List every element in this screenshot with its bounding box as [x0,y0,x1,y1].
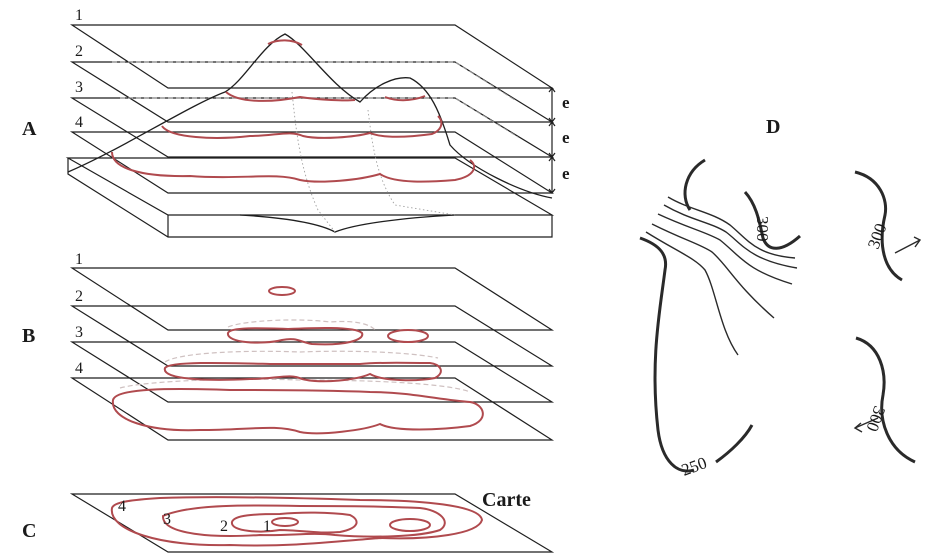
equidistance-markers: e e e [548,87,570,194]
base-slab-top [65,157,555,216]
plane-a-4 [69,131,555,194]
d-inner-line-4 [651,223,775,319]
level-a-4: 4 [75,114,83,131]
map-contour-2 [231,511,358,534]
d-right-lower-line [855,336,916,464]
plane-b-2 [69,305,555,367]
contour-b-1 [268,286,296,296]
equidistance-label-3: e [562,164,570,183]
panel-c: C 4 3 2 1 Carte [22,489,555,553]
contour-b-3 [163,361,442,383]
contour-a-3 [161,115,443,139]
d-inner-line-2 [663,204,798,269]
plane-b-3 [69,341,555,403]
map-contour-4 [110,496,484,547]
contour-a-2 [225,91,426,102]
contour-b-2a [227,326,364,346]
d-lower-arrow [854,417,879,429]
map-level-4: 4 [118,498,126,515]
d-inner-line-1 [667,196,796,259]
contour-b-2b [387,329,429,343]
relief-base-outline [239,214,456,233]
panel-b: B 1 2 3 4 [22,251,555,441]
panel-label-d: D [766,116,780,138]
level-b-3: 3 [75,324,83,341]
map-contour-1 [271,517,299,527]
map-contour-2b [389,518,431,532]
plane-a-1 [69,24,555,89]
panel-a: A 1 2 3 4 [22,7,570,238]
level-a-1: 1 [75,7,83,24]
contour-a-1 [267,39,303,46]
level-b-4: 4 [75,360,83,377]
map-contour-3 [161,504,446,538]
level-a-2: 2 [75,43,83,60]
valley-line-1 [291,91,336,233]
hidden-edge-a-2 [112,61,516,101]
map-level-3: 3 [163,511,171,528]
level-a-3: 3 [75,79,83,96]
d-250-line-tail [715,424,754,464]
map-label: Carte [482,489,531,511]
d-250-line [639,236,695,473]
d-value-250: 250 [679,453,709,480]
equidistance-label-1: e [562,93,570,112]
level-b-1: 1 [75,251,83,268]
level-b-2: 2 [75,288,83,305]
valley-line-2 [367,109,456,216]
ghost-b-3 [164,350,439,363]
map-level-2: 2 [220,518,228,535]
hidden-edge-a-3 [120,97,519,138]
d-upper-arrow [894,239,921,254]
d-lower-arrowhead [853,422,863,433]
map-level-1: 1 [263,518,271,535]
d-top-hook [683,158,706,211]
contour-b-4 [111,388,484,435]
d-300-line [743,190,801,250]
d-inner-line-3 [657,213,793,285]
panel-d: D 300 250 300 300 [639,116,922,480]
d-inner-line-5 [645,231,739,356]
plane-b-1 [69,267,555,331]
d-value-300-upper: 300 [864,221,891,251]
panel-label-b: B [22,325,35,347]
equidistance-label-2: e [562,128,570,147]
d-right-upper-line [854,170,903,282]
d-upper-arrowhead [913,236,922,248]
ghost-b-4 [119,378,471,393]
relief-profile [67,33,553,199]
d-value-300-main: 300 [753,216,772,242]
ghost-b-2 [227,319,376,331]
base-slab-side [67,158,553,238]
panel-label-c: C [22,520,36,542]
plane-b-4 [69,377,555,441]
contour-a-4 [111,151,476,183]
panel-label-a: A [22,118,37,140]
